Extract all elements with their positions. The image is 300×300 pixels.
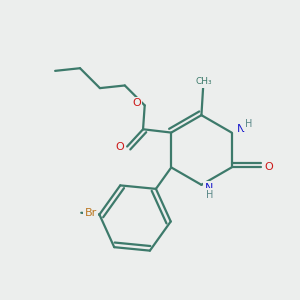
Text: H: H [244, 119, 252, 129]
Text: N: N [237, 124, 245, 134]
Text: H: H [206, 190, 213, 200]
Text: Br: Br [84, 208, 97, 218]
Text: CH₃: CH₃ [196, 77, 212, 86]
Text: N: N [205, 183, 213, 193]
Text: O: O [132, 98, 141, 108]
Text: O: O [264, 162, 273, 172]
Text: O: O [116, 142, 124, 152]
